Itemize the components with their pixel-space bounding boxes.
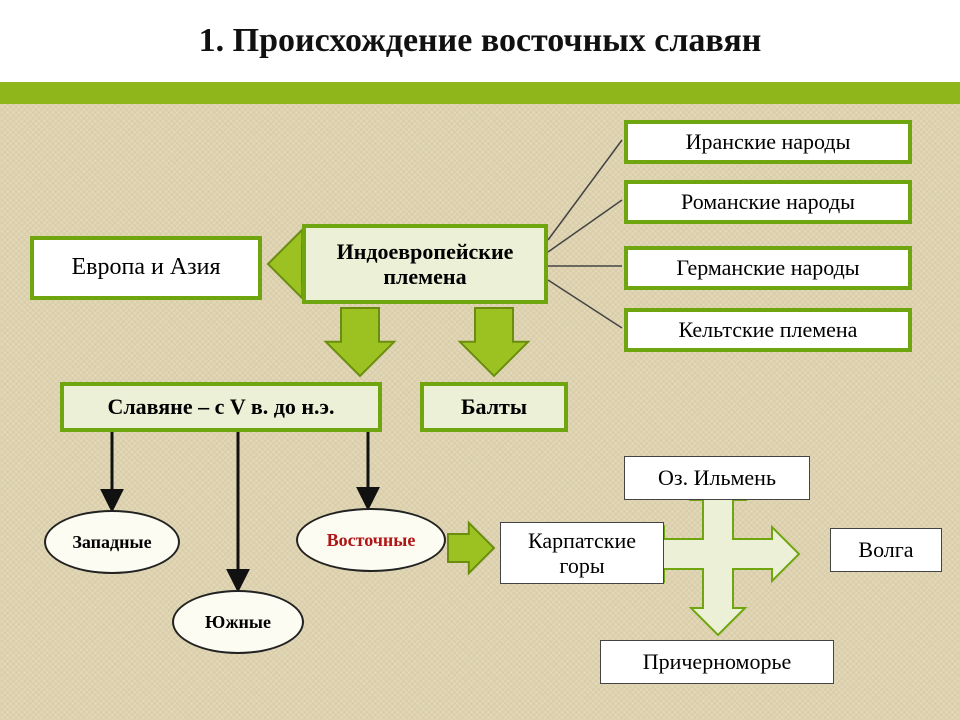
box-label: Иранские народы <box>686 129 851 154</box>
box-volga: Волга <box>830 528 942 572</box>
box-karpat: Карпатские горы <box>500 522 664 584</box>
oval-west: Западные <box>44 510 180 574</box>
box-indoeuro: Индоевропейские племена <box>302 224 548 304</box>
connectors-layer <box>0 0 960 720</box>
box-roman: Романские народы <box>624 180 912 224</box>
box-label: Кельтские племена <box>679 317 858 342</box>
box-ilmen: Оз. Ильмень <box>624 456 810 500</box>
box-balts: Балты <box>420 382 568 432</box>
accent-band <box>0 82 960 104</box>
box-label: Романские народы <box>681 189 855 214</box>
oval-south: Южные <box>172 590 304 654</box>
oval-label: Западные <box>72 532 151 553</box>
box-label: Индоевропейские племена <box>337 239 514 290</box>
page-title: 1. Происхождение восточных славян <box>199 22 762 60</box>
oval-label: Южные <box>205 612 271 633</box>
box-label: Причерноморье <box>643 649 792 674</box>
box-label: Карпатские горы <box>528 528 636 579</box>
box-slavs: Славяне – с V в. до н.э. <box>60 382 382 432</box>
box-iranian: Иранские народы <box>624 120 912 164</box>
box-label: Волга <box>858 537 913 562</box>
box-label: Европа и Азия <box>71 254 220 282</box>
oval-label: Восточные <box>327 530 416 551</box>
box-german: Германские народы <box>624 246 912 290</box>
oval-east: Восточные <box>296 508 446 572</box>
box-celtic: Кельтские племена <box>624 308 912 352</box>
box-blacksea: Причерноморье <box>600 640 834 684</box>
box-label: Германские народы <box>676 255 859 280</box>
box-europe_asia: Европа и Азия <box>30 236 262 300</box>
box-label: Славяне – с V в. до н.э. <box>107 394 334 419</box>
title-bar: 1. Происхождение восточных славян <box>0 0 960 82</box>
box-label: Балты <box>461 394 527 419</box>
box-label: Оз. Ильмень <box>658 465 776 490</box>
